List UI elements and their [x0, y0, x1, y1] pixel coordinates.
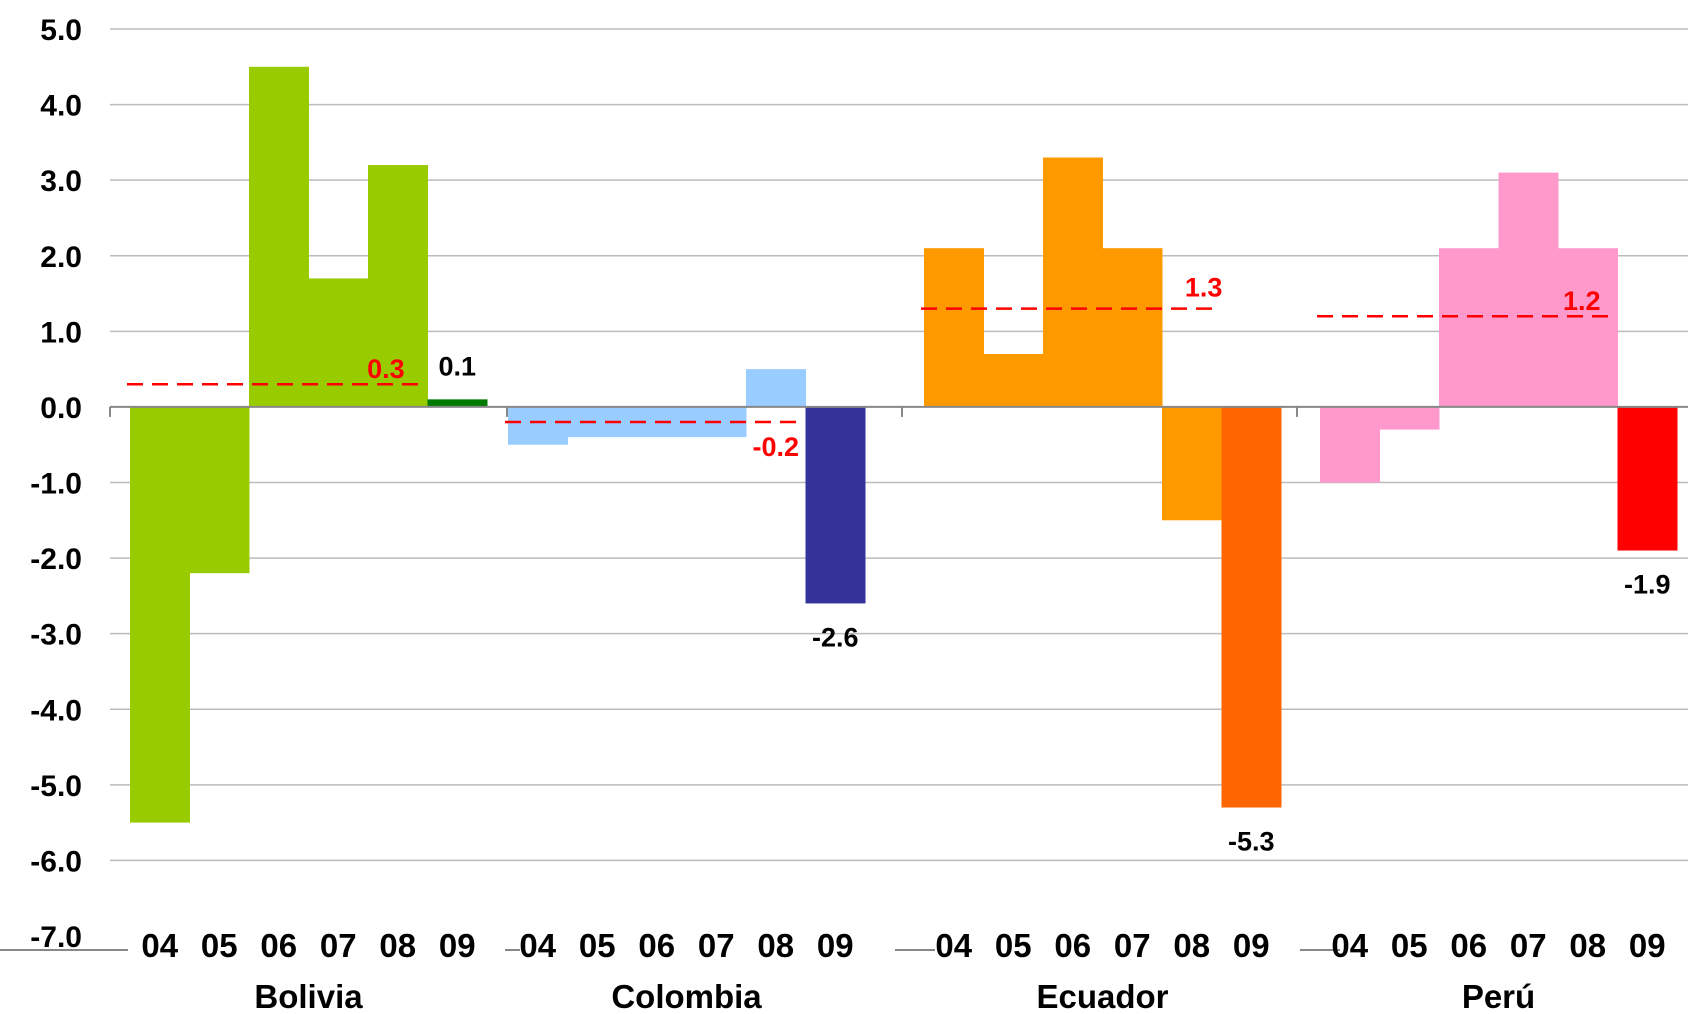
x-tick-label: 04 [519, 927, 556, 964]
x-tick-label: 09 [1629, 927, 1666, 964]
bar [924, 248, 984, 407]
average-label: -0.2 [752, 432, 799, 462]
average-label: 1.2 [1563, 286, 1601, 316]
x-tick-label: 06 [1450, 927, 1487, 964]
average-label: 1.3 [1185, 273, 1223, 303]
x-tick-label: 04 [935, 927, 972, 964]
y-tick-label: -3.0 [30, 619, 82, 652]
bar [1043, 157, 1103, 407]
x-tick-label: 06 [260, 927, 297, 964]
bar [130, 406, 190, 823]
x-tick-label: 07 [1510, 927, 1547, 964]
y-axis: 5.0 4.0 3.0 2.0 1.0 0.0 -1.0 -2.0 -3.0 -4.0 -5.0 -6… [30, 14, 82, 954]
bar [1162, 406, 1222, 521]
value-label: -1.9 [1624, 570, 1671, 600]
bar [1221, 406, 1282, 808]
x-tick-label: 08 [757, 927, 794, 964]
y-tick-label: 1.0 [40, 316, 82, 349]
y-tick-label: -5.0 [30, 770, 82, 803]
x-tick-label: 05 [201, 927, 238, 964]
bar [1102, 248, 1163, 407]
value-label: 0.1 [438, 351, 476, 381]
bar [1498, 172, 1559, 407]
x-tick-label: 05 [579, 927, 616, 964]
x-tick-label: 08 [1173, 927, 1210, 964]
x-tick-label: 08 [379, 927, 416, 964]
y-tick-label: -1.0 [30, 468, 82, 501]
average-label: 0.3 [367, 354, 405, 384]
x-tick-label: 04 [1331, 927, 1368, 964]
labels: 04 05 06 07 08 09 Bolivia 0.3 0.1 04 05 06 07 08 09 Col… [141, 273, 1670, 1014]
x-tick-label: 09 [817, 927, 854, 964]
x-tick-label: 07 [1114, 927, 1151, 964]
y-tick-label: 4.0 [40, 90, 82, 123]
bar [746, 369, 806, 407]
y-tick-label: -7.0 [30, 921, 82, 954]
y-tick-label: -4.0 [30, 694, 82, 727]
y-tick-label: -6.0 [30, 845, 82, 878]
bar [427, 399, 488, 407]
bar [508, 406, 568, 445]
bar [1617, 406, 1678, 551]
bars [130, 66, 1678, 823]
x-tick-label: 04 [141, 927, 178, 964]
x-tick-label: 09 [439, 927, 476, 964]
y-tick-label: 3.0 [40, 165, 82, 198]
bar [1558, 248, 1618, 407]
x-tick-label: 05 [1391, 927, 1428, 964]
bar [1320, 406, 1380, 483]
x-tick-label: 07 [698, 927, 735, 964]
group-label: Colombia [611, 978, 762, 1014]
y-tick-label: 2.0 [40, 241, 82, 274]
group-label: Bolivia [254, 978, 363, 1014]
x-tick-label: 06 [1054, 927, 1091, 964]
bar [1379, 406, 1440, 430]
group-label: Ecuador [1036, 978, 1168, 1014]
x-tick-label: 08 [1569, 927, 1606, 964]
bar [1439, 248, 1499, 407]
bar [308, 278, 369, 407]
y-tick-label: 0.0 [40, 392, 82, 425]
y-tick-label: -2.0 [30, 543, 82, 576]
y-tick-label: 5.0 [40, 14, 82, 47]
x-tick-label: 05 [995, 927, 1032, 964]
x-tick-label: 06 [638, 927, 675, 964]
bar [189, 406, 250, 574]
bar [983, 354, 1044, 407]
value-label: -2.6 [812, 622, 859, 652]
group-label: Perú [1462, 978, 1535, 1014]
x-tick-label: 09 [1233, 927, 1270, 964]
value-label: -5.3 [1228, 827, 1275, 857]
gridlines [110, 28, 1688, 862]
bar [805, 406, 866, 604]
bar [368, 165, 428, 407]
bar [249, 66, 309, 407]
axes [0, 405, 1688, 951]
x-tick-label: 07 [320, 927, 357, 964]
